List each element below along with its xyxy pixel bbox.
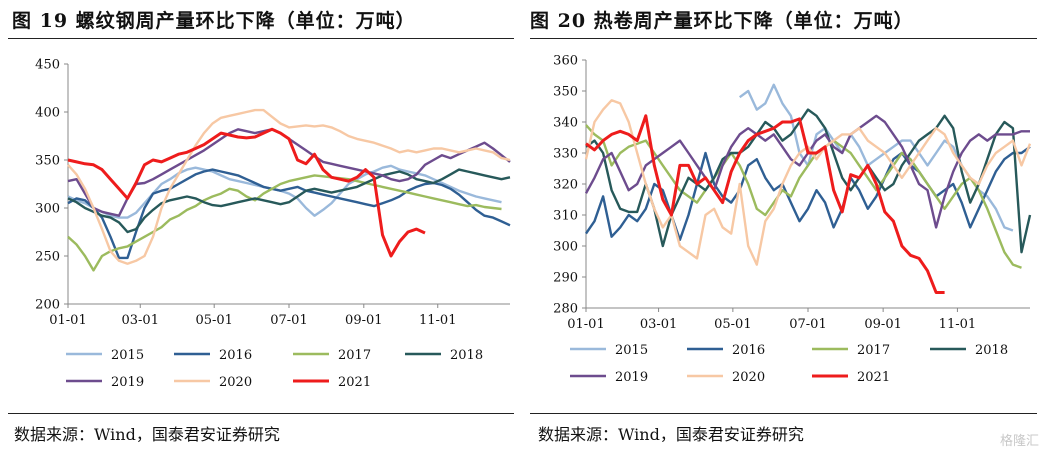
figure-19-title: 图 19 螺纹钢周产量环比下降（单位：万吨） xyxy=(12,10,416,32)
x-tick-label: 07-01 xyxy=(789,317,826,332)
y-tick-label: 200 xyxy=(35,298,60,313)
legend-label-2019: 2019 xyxy=(111,375,144,390)
x-tick-label: 03-01 xyxy=(640,317,677,332)
hot-coil-weekly-output-chart: 280 290 300 310 320 330 340 350 360 01-01 03-01 05-… xyxy=(553,54,1032,385)
x-tick-label: 05-01 xyxy=(714,317,751,332)
legend-label-2016: 2016 xyxy=(219,348,252,363)
legend-label-2021: 2021 xyxy=(857,370,890,385)
x-tick-label: 07-01 xyxy=(270,313,307,328)
legend-label-2017: 2017 xyxy=(857,343,890,358)
x-tick-label: 09-01 xyxy=(345,313,382,328)
legend-label-2018: 2018 xyxy=(975,343,1008,358)
x-tick-label: 11-01 xyxy=(939,317,976,332)
series-line-2018 xyxy=(67,168,511,234)
left-panel: 图 19 螺纹钢周产量环比下降（单位：万吨） 200 250 300 350 400 45… xyxy=(0,0,522,455)
y-tick-label: 250 xyxy=(35,250,60,265)
y-tick-label: 360 xyxy=(553,54,578,69)
right-panel: 图 20 热卷周产量环比下降（单位：万吨） 280 290 300 310 320 330… xyxy=(522,0,1045,455)
y-tick-label: 400 xyxy=(35,106,60,121)
series-line-2015 xyxy=(738,83,1014,232)
legend-label-2015: 2015 xyxy=(615,343,648,358)
footer-rule xyxy=(8,413,514,414)
data-source: 数据来源：Wind，国泰君安证券研究 xyxy=(14,425,280,444)
legend-label-2019: 2019 xyxy=(615,370,648,385)
y-tick-label: 300 xyxy=(35,202,60,217)
series-line-2017 xyxy=(585,124,1022,269)
x-tick-label: 01-01 xyxy=(567,317,604,332)
series-line-2016 xyxy=(67,168,511,260)
x-tick-label: 05-01 xyxy=(195,313,232,328)
y-tick-label: 310 xyxy=(553,209,578,224)
x-tick-label: 11-01 xyxy=(419,313,456,328)
title-rule xyxy=(8,38,514,39)
series-line-2018 xyxy=(585,108,1032,254)
footer-rule xyxy=(530,413,1037,414)
series-line-2017 xyxy=(67,174,502,272)
legend-label-2015: 2015 xyxy=(111,348,144,363)
y-tick-label: 290 xyxy=(553,271,578,286)
legend-label-2018: 2018 xyxy=(450,348,483,363)
y-tick-label: 280 xyxy=(553,302,578,317)
series-line-2021 xyxy=(67,127,426,258)
y-tick-label: 300 xyxy=(553,240,578,255)
watermark-logo: 格隆汇 xyxy=(999,434,1039,449)
y-tick-label: 350 xyxy=(553,85,578,100)
legend-label-2021: 2021 xyxy=(338,375,371,390)
series-line-2021 xyxy=(585,114,945,294)
y-tick-label: 450 xyxy=(35,58,60,73)
x-tick-label: 03-01 xyxy=(122,313,159,328)
y-tick-label: 330 xyxy=(553,147,578,162)
rebar-weekly-output-chart: 200 250 300 350 400 450 01-01 03-01 05-01 07-01 09… xyxy=(35,58,511,390)
legend-label-2016: 2016 xyxy=(732,343,765,358)
legend-label-2020: 2020 xyxy=(732,370,765,385)
y-tick-label: 320 xyxy=(553,178,578,193)
data-source: 数据来源：Wind，国泰君安证券研究 xyxy=(538,425,804,444)
legend-label-2017: 2017 xyxy=(338,348,371,363)
series-line-2015 xyxy=(67,164,502,219)
x-tick-label: 01-01 xyxy=(49,313,86,328)
x-tick-label: 09-01 xyxy=(864,317,901,332)
figure-20-title: 图 20 热卷周产量环比下降（单位：万吨） xyxy=(530,10,914,32)
y-tick-label: 340 xyxy=(553,116,578,131)
series-line-2020 xyxy=(67,108,511,265)
title-rule xyxy=(530,38,1037,39)
legend-label-2020: 2020 xyxy=(219,375,252,390)
y-tick-label: 350 xyxy=(35,154,60,169)
